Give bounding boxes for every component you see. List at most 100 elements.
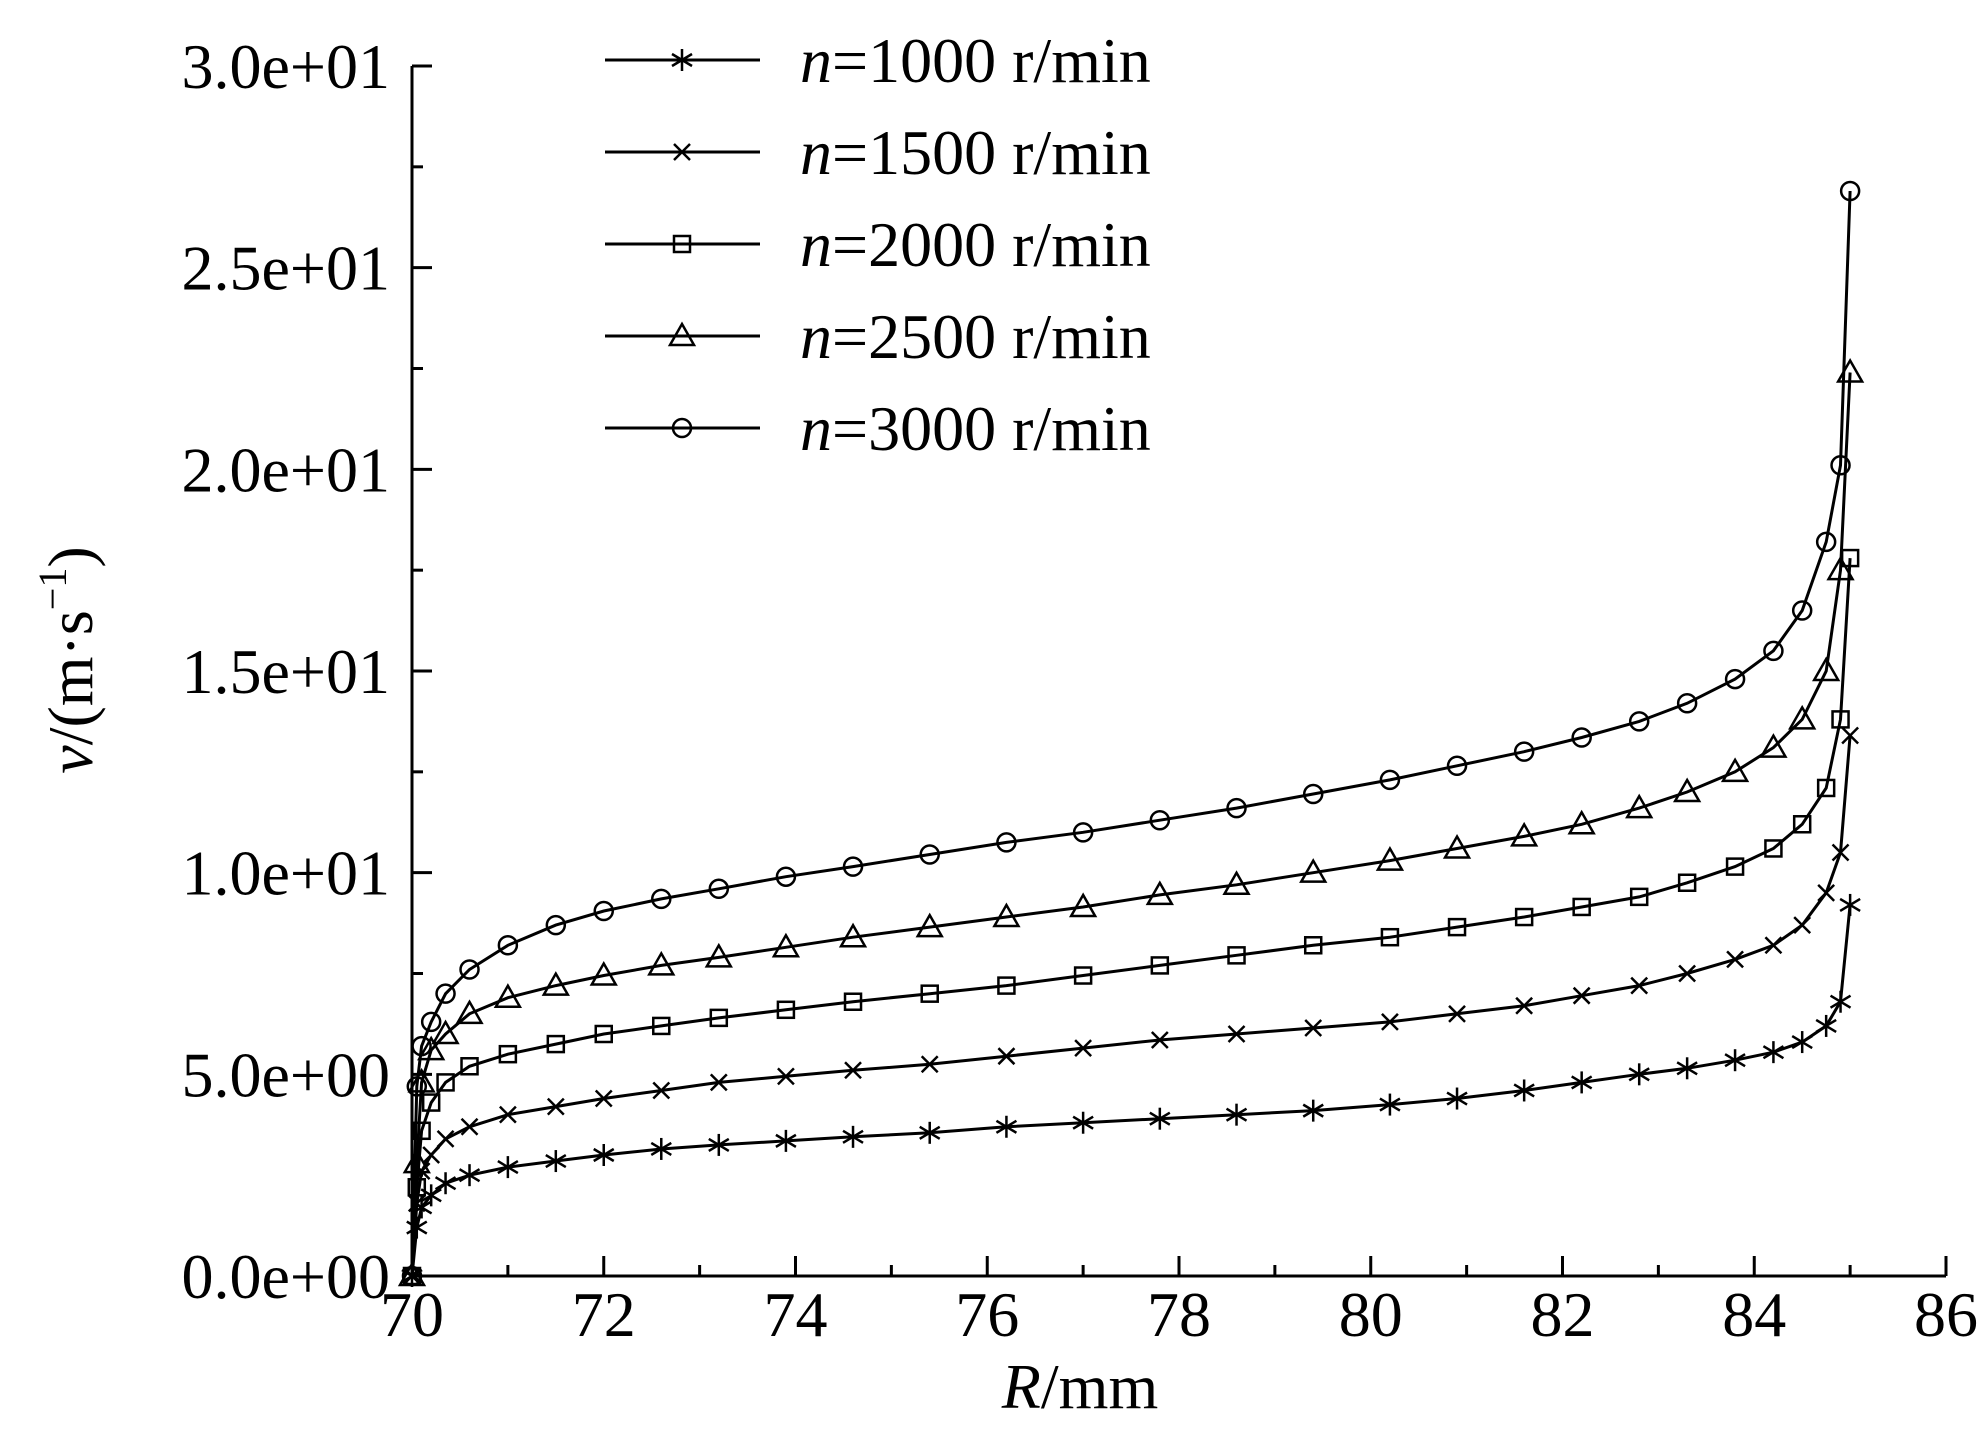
x-marker [1726,950,1744,969]
series-line [410,904,1852,1277]
circle-marker [406,1076,428,1097]
y-axis-title-close: ) [35,546,106,567]
square-marker [1447,917,1467,937]
x-tick-label: 72 [572,1279,636,1350]
y-ticks: 0.0e+00 5.0e+00 1.0e+01 1.5e+01 2.0e+01 2.5e+… [182,31,432,1312]
x-marker [1793,916,1812,934]
x-tick-label: 84 [1722,1279,1786,1350]
x-marker [498,1105,517,1124]
square-marker [843,992,863,1011]
legend-label: n=2000 r/min [800,209,1151,280]
y-tick-label: 1.5e+01 [182,636,391,707]
circle-marker [1676,693,1698,714]
x-tick-label: 82 [1531,1279,1595,1350]
circle-marker [1791,600,1813,621]
square-marker [460,1057,479,1076]
circle-marker [401,1265,423,1287]
circle-marker [545,914,567,936]
triangle-marker [1375,846,1405,871]
triangle-marker [402,1148,431,1174]
circle-marker [420,1011,442,1033]
triangle-marker [455,999,484,1025]
triangle-marker [1826,555,1855,581]
asterisk-marker [497,1156,519,1179]
triangle-marker [704,942,733,968]
square-marker [1572,897,1591,917]
x-marker [652,1081,671,1100]
circle-marker [1628,711,1650,732]
square-marker [498,1044,518,1064]
legend-label: n=2500 r/min [800,301,1151,372]
x-marker [709,1073,728,1092]
circle-marker [459,959,480,980]
x-axis-title: R/mm [1001,1351,1158,1422]
square-marker [436,1073,455,1092]
asterisk-marker [1513,1079,1535,1102]
x-marker [546,1097,565,1116]
legend-label: n=1000 r/min [800,25,1151,96]
asterisk-marker [434,1172,457,1195]
triangle-marker [915,912,944,938]
series-line [410,190,1852,1277]
triangle-marker [1222,870,1251,896]
asterisk-marker [775,1129,797,1152]
square-marker [407,1178,427,1197]
x-tick-label: 80 [1339,1279,1403,1350]
triangle-marker [1672,777,1702,803]
x-marker [1448,1004,1466,1023]
circle-marker [1072,822,1094,843]
square-marker [1831,710,1850,729]
circle-marker [435,983,456,1004]
asterisk-marker [1676,1057,1698,1080]
square-marker [1629,887,1649,907]
asterisk-marker [545,1150,567,1173]
x-marker [1074,1039,1093,1058]
square-marker [1227,946,1246,965]
circle-marker [411,1035,432,1057]
asterisk-marker [1379,1093,1401,1116]
x-marker [920,1055,939,1074]
square-marker [412,1121,431,1141]
circle-marker [1226,797,1247,819]
circle-marker [1724,668,1746,690]
asterisk-marker [1815,1014,1837,1037]
x-tick-label: 76 [955,1279,1019,1350]
square-marker [1816,778,1836,798]
asterisk-marker [1225,1103,1248,1126]
asterisk-marker [1724,1049,1746,1072]
square-marker [1840,548,1860,568]
asterisk-marker [1762,1041,1785,1064]
asterisk-marker [1072,1111,1094,1134]
asterisk-marker [458,1164,481,1187]
triangle-marker [1442,833,1472,859]
asterisk-marker [708,1133,730,1156]
circle-marker [1379,769,1401,791]
triangle-marker [407,1067,436,1093]
circle-marker [1302,783,1324,805]
square-marker [1380,927,1400,947]
x-marker [1227,1025,1246,1043]
x-marker [436,1129,455,1148]
asterisk-marker [919,1121,941,1144]
asterisk-marker [406,1216,428,1239]
triangle-marker [1145,880,1174,906]
triangle-marker [647,950,676,976]
square-marker [920,984,939,1003]
asterisk-marker [1839,893,1861,916]
square-marker [672,234,692,254]
x-axis-title-unit: /mm [1041,1351,1158,1422]
circle-marker [708,878,730,900]
asterisk-marker [593,1144,615,1166]
circle-marker [1815,531,1837,553]
triangle-marker [431,1019,460,1045]
circle-marker [1830,455,1851,476]
x-marker [1630,976,1649,995]
square-marker [1514,907,1534,927]
x-marker [1764,936,1783,955]
circle-marker [497,935,519,956]
x-tick-label: 86 [1914,1279,1978,1350]
x-marker [844,1061,862,1080]
triangle-marker [541,971,570,996]
asterisk-marker [1149,1107,1171,1130]
